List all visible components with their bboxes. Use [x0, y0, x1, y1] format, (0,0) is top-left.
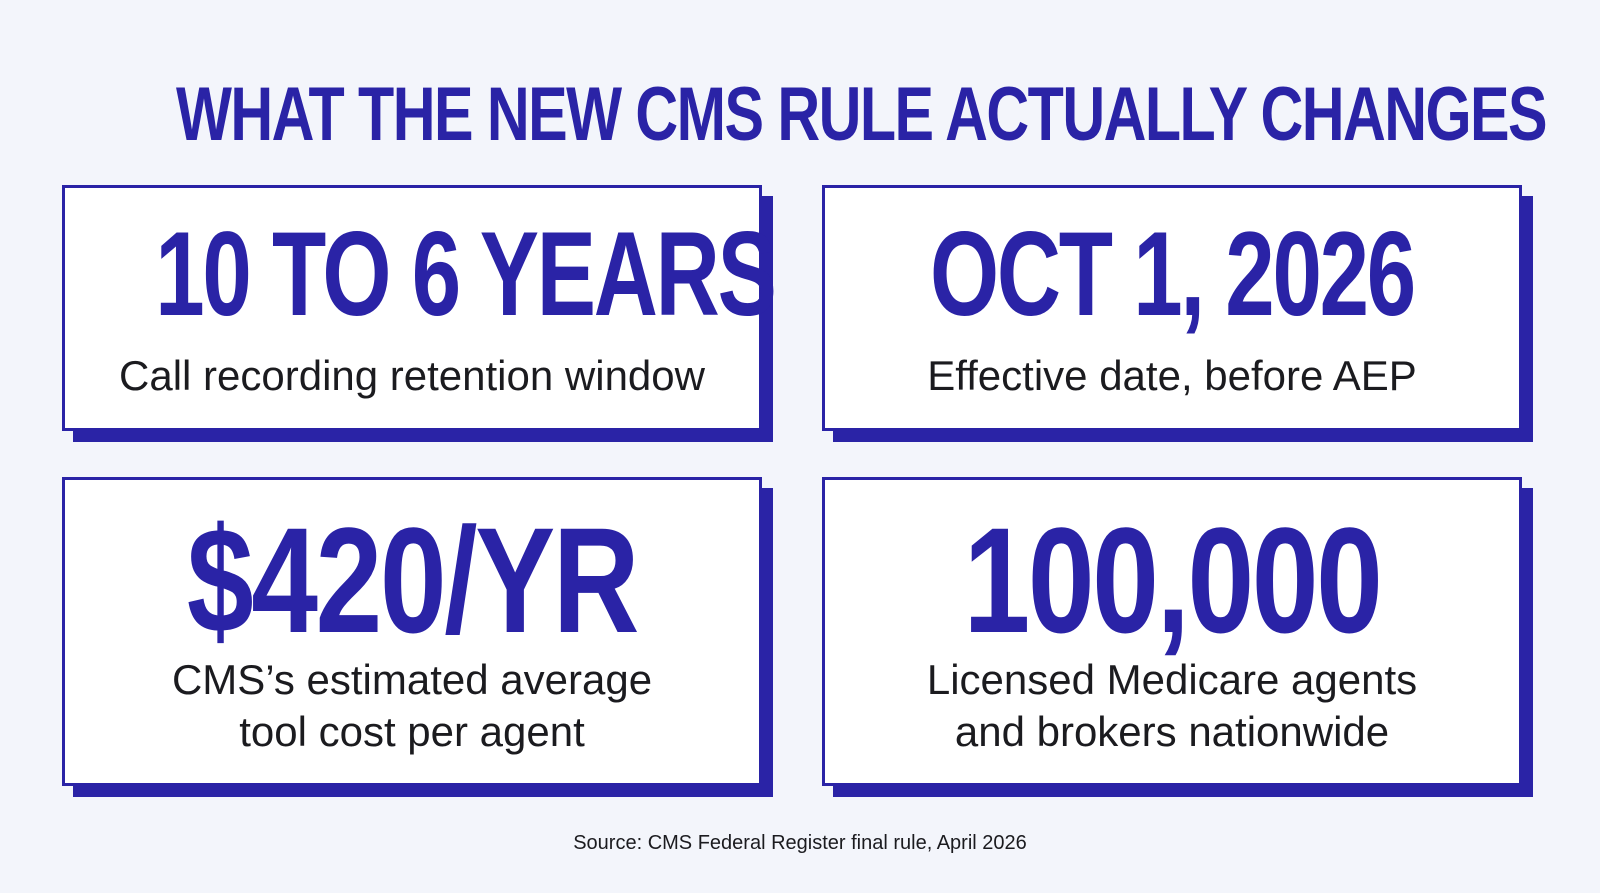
- source-citation: Source: CMS Federal Register final rule,…: [573, 832, 1027, 854]
- stat-description-line: Licensed Medicare agents: [926, 656, 1418, 703]
- stat-description-line: Call recording retention window: [119, 352, 705, 399]
- stat-description: Call recording retention window: [65, 350, 759, 402]
- stat-description: Licensed Medicare agents and brokers nat…: [825, 654, 1519, 758]
- stat-value: 100,000: [963, 496, 1383, 664]
- stat-card-tool-cost: $420/YR CMS’s estimated average tool cos…: [62, 477, 762, 786]
- stat-description-line: and brokers nationwide: [954, 708, 1390, 755]
- stat-value: OCT 1, 2026: [930, 207, 1416, 341]
- page-title: WHAT THE NEW CMS RULE ACTUALLY CHANGES: [176, 72, 1548, 157]
- stat-description-line: CMS’s estimated average: [171, 656, 653, 703]
- stat-value: 10 TO 6 YEARS: [155, 207, 777, 341]
- stat-value: $420/YR: [186, 496, 640, 664]
- stat-card-effective-date: OCT 1, 2026 Effective date, before AEP: [822, 185, 1522, 431]
- stat-description-line: tool cost per agent: [239, 708, 585, 755]
- stat-description: CMS’s estimated average tool cost per ag…: [65, 654, 759, 758]
- stat-card-retention: 10 TO 6 YEARS Call recording retention w…: [62, 185, 777, 431]
- stat-description-line: Effective date, before AEP: [927, 352, 1417, 399]
- stat-card-agent-count: 100,000 Licensed Medicare agents and bro…: [822, 477, 1522, 786]
- stat-description: Effective date, before AEP: [825, 350, 1519, 402]
